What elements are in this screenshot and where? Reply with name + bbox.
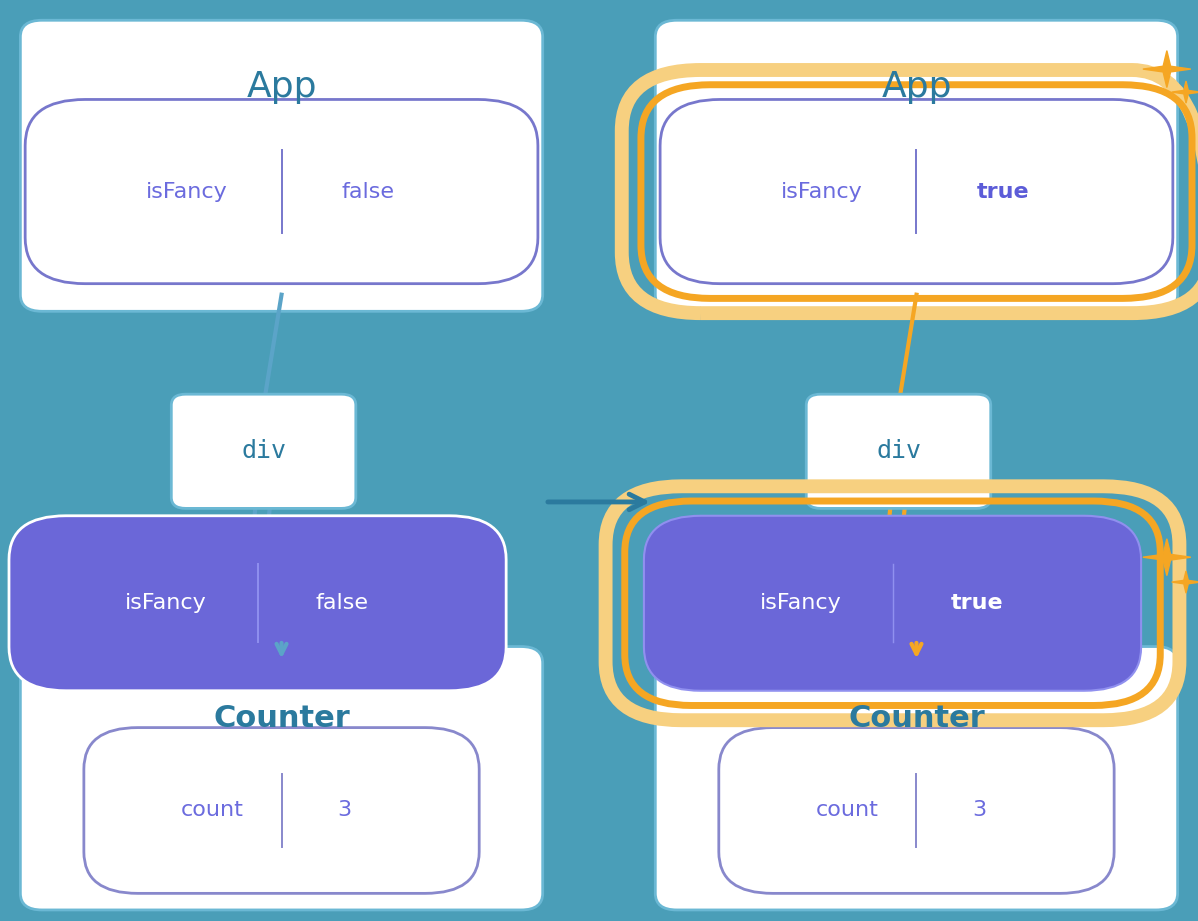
FancyBboxPatch shape (719, 728, 1114, 893)
Text: div: div (241, 439, 286, 463)
Text: App: App (882, 71, 951, 104)
Text: count: count (816, 800, 879, 821)
FancyBboxPatch shape (25, 99, 538, 284)
Polygon shape (1143, 51, 1191, 87)
FancyBboxPatch shape (8, 516, 507, 691)
FancyBboxPatch shape (806, 394, 991, 508)
FancyBboxPatch shape (20, 20, 543, 311)
FancyBboxPatch shape (84, 728, 479, 893)
Text: isFancy: isFancy (781, 181, 863, 202)
Text: 3: 3 (973, 800, 987, 821)
Polygon shape (1172, 571, 1198, 593)
FancyBboxPatch shape (645, 516, 1140, 691)
Text: false: false (341, 181, 394, 202)
Text: div: div (876, 439, 921, 463)
Text: count: count (181, 800, 244, 821)
Polygon shape (1172, 81, 1198, 103)
Text: true: true (976, 181, 1029, 202)
FancyBboxPatch shape (20, 647, 543, 910)
Polygon shape (1143, 539, 1191, 576)
Text: isFancy: isFancy (760, 593, 841, 613)
Text: false: false (315, 593, 369, 613)
FancyBboxPatch shape (655, 20, 1178, 311)
FancyBboxPatch shape (660, 99, 1173, 284)
Text: Counter: Counter (848, 704, 985, 733)
FancyBboxPatch shape (655, 647, 1178, 910)
FancyBboxPatch shape (171, 394, 356, 508)
Text: Counter: Counter (213, 704, 350, 733)
Text: App: App (247, 71, 316, 104)
Text: isFancy: isFancy (125, 593, 206, 613)
Text: isFancy: isFancy (146, 181, 228, 202)
Text: 3: 3 (338, 800, 352, 821)
Text: true: true (950, 593, 1003, 613)
